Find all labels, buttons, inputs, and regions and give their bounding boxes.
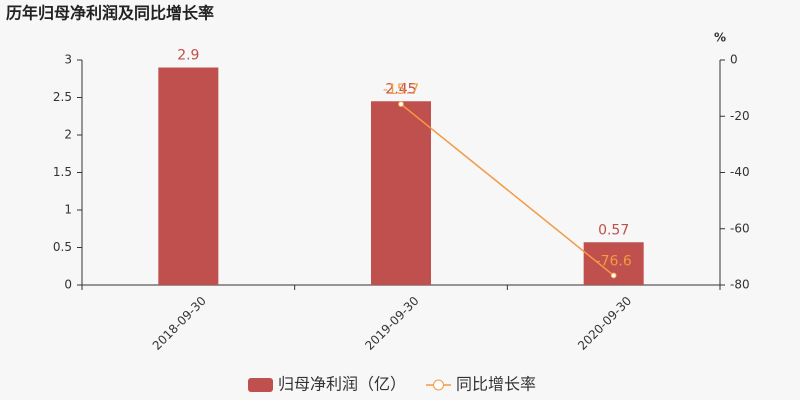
legend-swatch [248,378,273,392]
y-tick-label: 3 [64,53,72,67]
y-tick-label: 1 [64,203,72,217]
legend-label: 归母净利润（亿） [278,375,406,394]
x-tick-label: 2019-09-30 [362,294,421,353]
x-tick-label: 2020-09-30 [575,294,634,353]
y2-tick-label: -80 [730,278,750,292]
y2-tick-label: -40 [730,165,750,179]
line-point [610,272,617,279]
legend-item: 归母净利润（亿） [248,375,406,394]
y2-axis-label: % [714,31,726,45]
y-tick-label: 1.5 [53,165,72,179]
bar [158,67,219,285]
y-tick-label: 2 [64,128,72,142]
legend-item: 同比增长率 [426,375,536,394]
line [400,103,615,277]
x-tick-label: 2018-09-30 [150,294,209,353]
legend-label: 同比增长率 [456,375,536,394]
chart-title: 历年归母净利润及同比增长率 [6,4,214,23]
line-value-label: -15.7 [383,82,419,98]
line-value-label: -76.6 [596,253,632,269]
bar-value-label: 2.9 [177,48,199,64]
legend-marker [433,379,445,391]
y2-tick-label: 0 [730,53,738,67]
bar-value-label: 2.45 [385,81,416,97]
y2-tick-label: -60 [730,221,750,235]
line-point [398,101,404,108]
y-tick-label: 0 [64,278,72,292]
bar-value-label: 0.57 [598,222,629,238]
y-tick-label: 2.5 [53,90,72,104]
y2-tick-label: -20 [730,109,750,123]
bar [371,101,431,285]
y-tick-label: 0.5 [53,240,72,254]
